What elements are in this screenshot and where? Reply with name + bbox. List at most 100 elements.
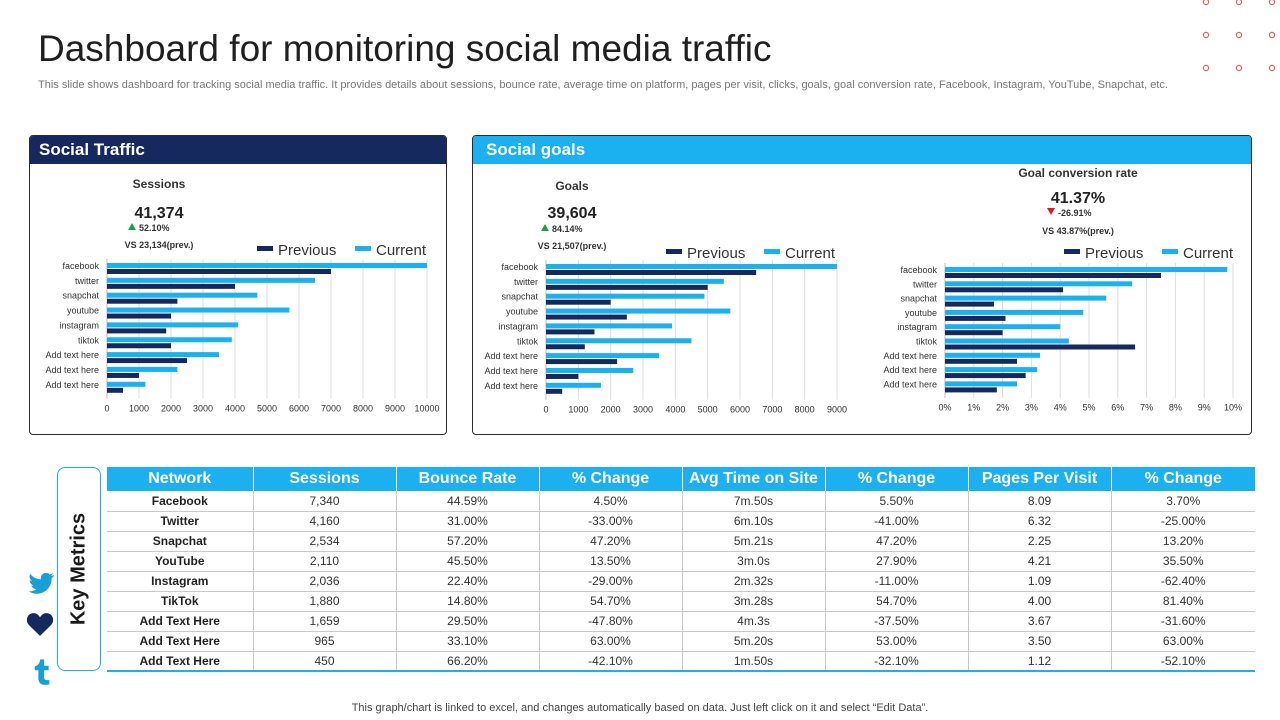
- social-traffic-panel: Social Traffic Sessions 41,374 52.10% VS 23…: [29, 135, 447, 435]
- x-tick-label: 7000: [321, 404, 341, 414]
- category-label: Add text here: [484, 381, 538, 391]
- metric-cell: 7,340: [253, 491, 397, 512]
- x-tick-label: 5%: [1082, 403, 1095, 413]
- social-traffic-header: Social Traffic: [30, 136, 446, 164]
- bar-current: [546, 264, 837, 269]
- category-label: Add text here: [45, 350, 99, 360]
- bar-previous: [945, 330, 1003, 336]
- metric-cell: -31.60%: [1111, 611, 1255, 632]
- metric-cell: 450: [253, 651, 397, 672]
- metric-cell: 1,880: [253, 591, 397, 612]
- table-row: Add Text Here 965 33.10% 63.00% 5m.20s 53.00%…: [107, 631, 1255, 652]
- category-label: instagram: [498, 321, 538, 331]
- legend-label-previous: Previous: [1085, 245, 1143, 262]
- bar-current: [945, 309, 1084, 315]
- metric-cell: 27.90%: [825, 551, 969, 572]
- metric-cell: 3m.28s: [682, 591, 826, 612]
- metrics-header-cell: % Change: [539, 467, 683, 491]
- x-tick-label: 4000: [225, 404, 245, 414]
- metric-cell: 4m.3s: [682, 611, 826, 632]
- metric-cell: 5m.21s: [682, 531, 826, 552]
- metric-cell: 1,659: [253, 611, 397, 632]
- x-tick-label: 7000: [762, 405, 782, 415]
- category-label: Add text here: [883, 365, 937, 375]
- table-row: Snapchat 2,534 57.20% 47.20% 5m.21s 47.20% 2.2…: [107, 531, 1255, 552]
- bar-current: [945, 295, 1107, 301]
- kpi-change: 52.10%: [139, 223, 170, 233]
- kpi-value: 39,604: [548, 205, 597, 222]
- metrics-header-cell: Sessions: [253, 467, 397, 491]
- bar-current: [546, 308, 731, 314]
- bar-current: [546, 382, 601, 388]
- metric-cell: 1.12: [968, 651, 1112, 672]
- metric-cell: -32.10%: [825, 651, 969, 672]
- legend-swatch-previous: [666, 249, 682, 254]
- decorative-dots: [1202, 0, 1276, 72]
- metrics-header-cell: Pages Per Visit: [968, 467, 1112, 491]
- bar-current: [107, 381, 146, 387]
- metric-cell: -33.00%: [539, 511, 683, 532]
- x-tick-label: 0: [543, 405, 548, 415]
- metric-cell: 4.00: [968, 591, 1112, 612]
- x-tick-label: 10000: [414, 404, 439, 414]
- x-tick-label: 10%: [1224, 403, 1242, 413]
- legend-swatch-current: [764, 249, 780, 254]
- social-goals-header: Social goals: [473, 136, 1251, 164]
- bar-current: [107, 337, 232, 343]
- metric-cell: 965: [253, 631, 397, 652]
- metric-cell: 54.70%: [825, 591, 969, 612]
- metrics-header-cell: % Change: [1111, 467, 1255, 491]
- bar-current: [546, 367, 634, 373]
- bar-current: [107, 352, 219, 358]
- metric-cell: 47.20%: [825, 531, 969, 552]
- network-cell: TikTok: [107, 591, 254, 612]
- network-cell: Instagram: [107, 571, 254, 592]
- x-tick-label: 6000: [289, 404, 309, 414]
- legend-swatch-previous: [1064, 249, 1080, 254]
- metric-cell: 3.70%: [1111, 491, 1255, 512]
- page-subtitle: This slide shows dashboard for tracking …: [38, 79, 1168, 91]
- bar-previous: [107, 387, 123, 393]
- bar-previous: [546, 314, 627, 320]
- bar-previous: [945, 373, 1026, 379]
- bar-previous: [945, 301, 994, 307]
- bar-previous: [107, 343, 171, 349]
- metric-cell: 5.50%: [825, 491, 969, 512]
- kpi-change: 84.14%: [552, 224, 583, 234]
- x-tick-label: 5000: [698, 405, 718, 415]
- heart-icon: [26, 613, 54, 636]
- x-tick-label: 9%: [1198, 403, 1211, 413]
- metric-cell: 14.80%: [396, 591, 540, 612]
- bar-current: [546, 278, 724, 284]
- metrics-body: Facebook 7,340 44.59% 4.50% 7m.50s 5.50% 8.09 3…: [107, 491, 1255, 672]
- bar-current: [945, 381, 1017, 387]
- network-cell: Add Text Here: [107, 611, 254, 632]
- metric-cell: 4.21: [968, 551, 1112, 572]
- category-label: tiktok: [916, 337, 938, 347]
- x-tick-label: 8000: [353, 404, 373, 414]
- metric-cell: 7m.50s: [682, 491, 826, 512]
- metric-cell: 3m.0s: [682, 551, 826, 572]
- metric-cell: 13.50%: [539, 551, 683, 572]
- legend-swatch-current: [1162, 249, 1178, 254]
- bar-current: [945, 338, 1069, 344]
- category-label: facebook: [501, 262, 538, 272]
- page-title: Dashboard for monitoring social media tr…: [38, 28, 772, 69]
- kpi-compare: VS 21,507(prev.): [538, 241, 607, 251]
- metric-cell: 35.50%: [1111, 551, 1255, 572]
- down-arrow-icon: [1047, 208, 1055, 215]
- bar-previous: [107, 269, 331, 274]
- network-cell: Facebook: [107, 491, 254, 512]
- bar-previous: [546, 284, 708, 290]
- bar-current: [107, 277, 315, 283]
- metric-cell: -25.00%: [1111, 511, 1255, 532]
- table-row: Instagram 2,036 22.40% -29.00% 2m.32s -11.00%…: [107, 571, 1255, 592]
- metric-cell: -37.50%: [825, 611, 969, 632]
- up-arrow-icon: [128, 223, 136, 230]
- key-metrics-box: [57, 467, 101, 671]
- bar-previous: [107, 328, 167, 334]
- twitter-icon: [28, 572, 55, 594]
- metric-cell: 57.20%: [396, 531, 540, 552]
